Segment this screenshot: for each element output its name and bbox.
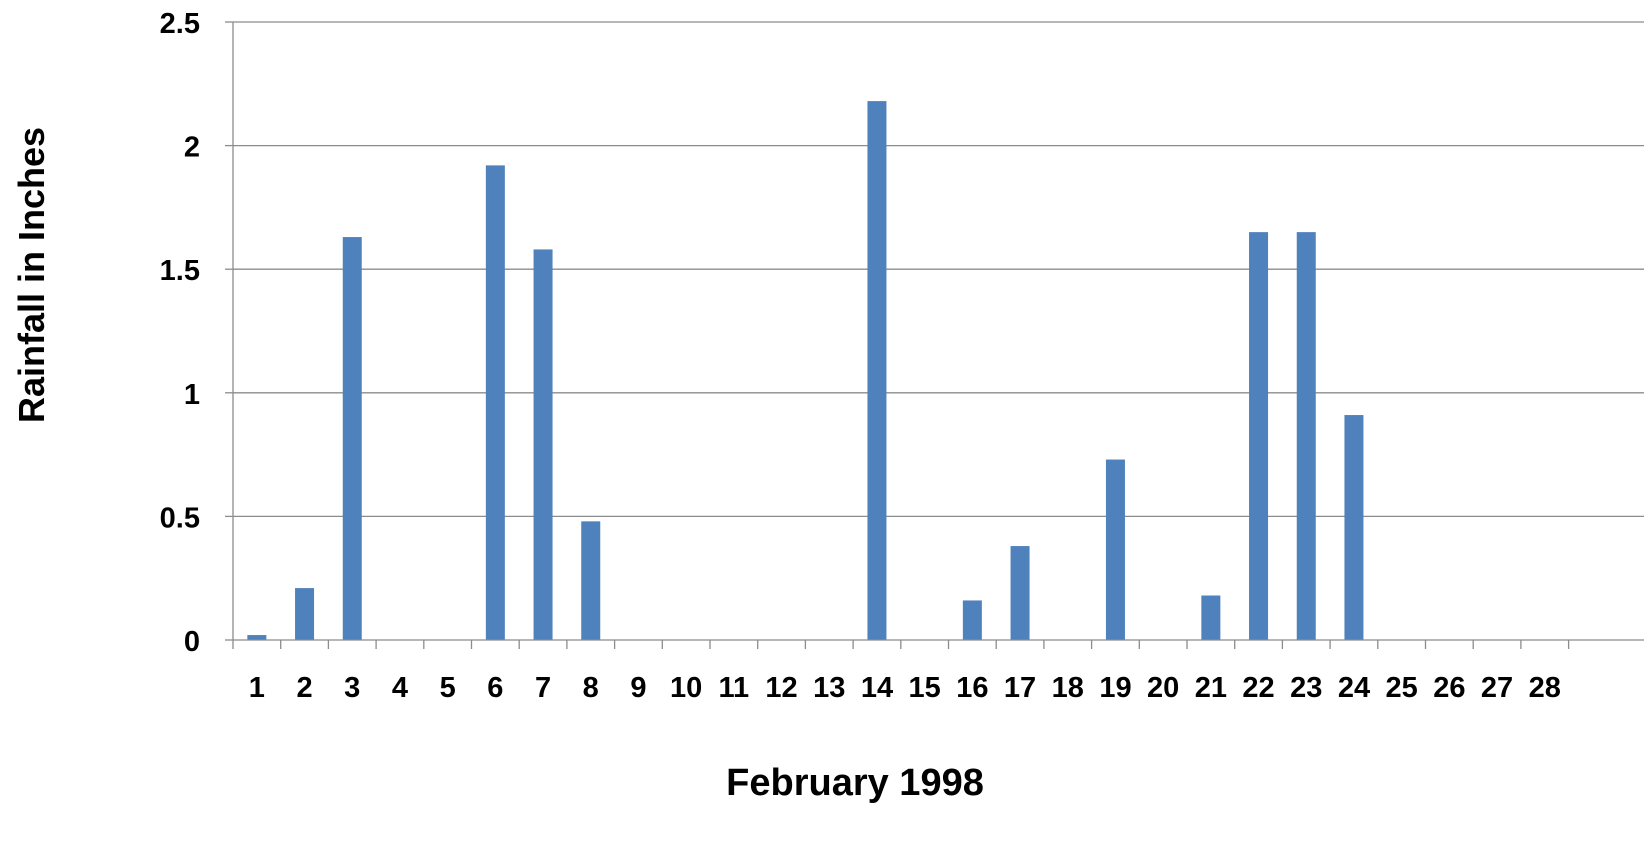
y-tick-label: 2 [184,132,200,164]
bar-day-22 [1249,232,1269,640]
x-tick-label: 25 [1386,672,1418,704]
x-tick-label: 11 [719,672,750,704]
bar-day-6 [485,165,505,640]
y-tick-label: 1.5 [160,255,200,287]
x-tick-label: 24 [1338,672,1370,704]
x-tick-label: 14 [861,672,893,704]
axes-layer [225,21,1644,649]
x-tick-label: 16 [956,672,988,704]
x-tick-label: 4 [392,672,408,704]
x-tick-label: 19 [1099,672,1131,704]
x-tick-label: 10 [670,672,702,704]
x-tick-label: 15 [909,672,941,704]
bar-day-19 [1105,459,1125,640]
x-tick-label: 26 [1433,672,1465,704]
x-tick-label: 23 [1290,672,1322,704]
bar-day-23 [1296,232,1316,640]
x-tick-label: 27 [1481,672,1513,704]
bar-day-3 [342,237,362,640]
x-tick-label: 2 [296,672,312,704]
x-tick-label: 28 [1529,672,1561,704]
x-tick-label: 22 [1242,672,1274,704]
y-tick-label: 1 [184,379,200,411]
x-tick-label: 12 [765,672,797,704]
bar-day-24 [1344,415,1364,640]
x-tick-label: 7 [535,672,551,704]
x-tick-label: 6 [487,672,503,704]
x-tick-label: 18 [1052,672,1084,704]
x-tick-label: 1 [249,672,265,704]
x-axis-title: February 1998 [726,762,984,804]
x-tick-label: 9 [630,672,646,704]
x-tick-label: 8 [583,672,599,704]
x-tick-label: 13 [813,672,845,704]
bar-day-7 [533,249,553,640]
x-tick-label: 21 [1195,672,1227,704]
x-tick-label: 5 [440,672,456,704]
bar-day-21 [1201,595,1221,640]
bar-day-1 [247,635,267,640]
y-tick-label: 0 [184,626,200,658]
y-axis-title: Rainfall in Inches [11,127,52,423]
x-tick-label: 3 [344,672,360,704]
bars-layer [247,101,1364,640]
bar-day-14 [867,101,887,640]
bar-day-8 [581,521,601,640]
y-tick-label: 0.5 [160,502,200,534]
bar-day-17 [1010,546,1030,640]
bar-day-16 [962,600,982,640]
x-tick-label: 20 [1147,672,1179,704]
x-tick-label: 17 [1004,672,1036,704]
y-tick-label: 2.5 [160,8,200,40]
bar-day-2 [295,588,315,640]
grid-layer [233,21,1644,518]
labels-layer: 00.511.522.51 2 3 4 5 6 7 8 9 10 11 12 13 14 15 16 17 18 1… [160,8,1561,704]
